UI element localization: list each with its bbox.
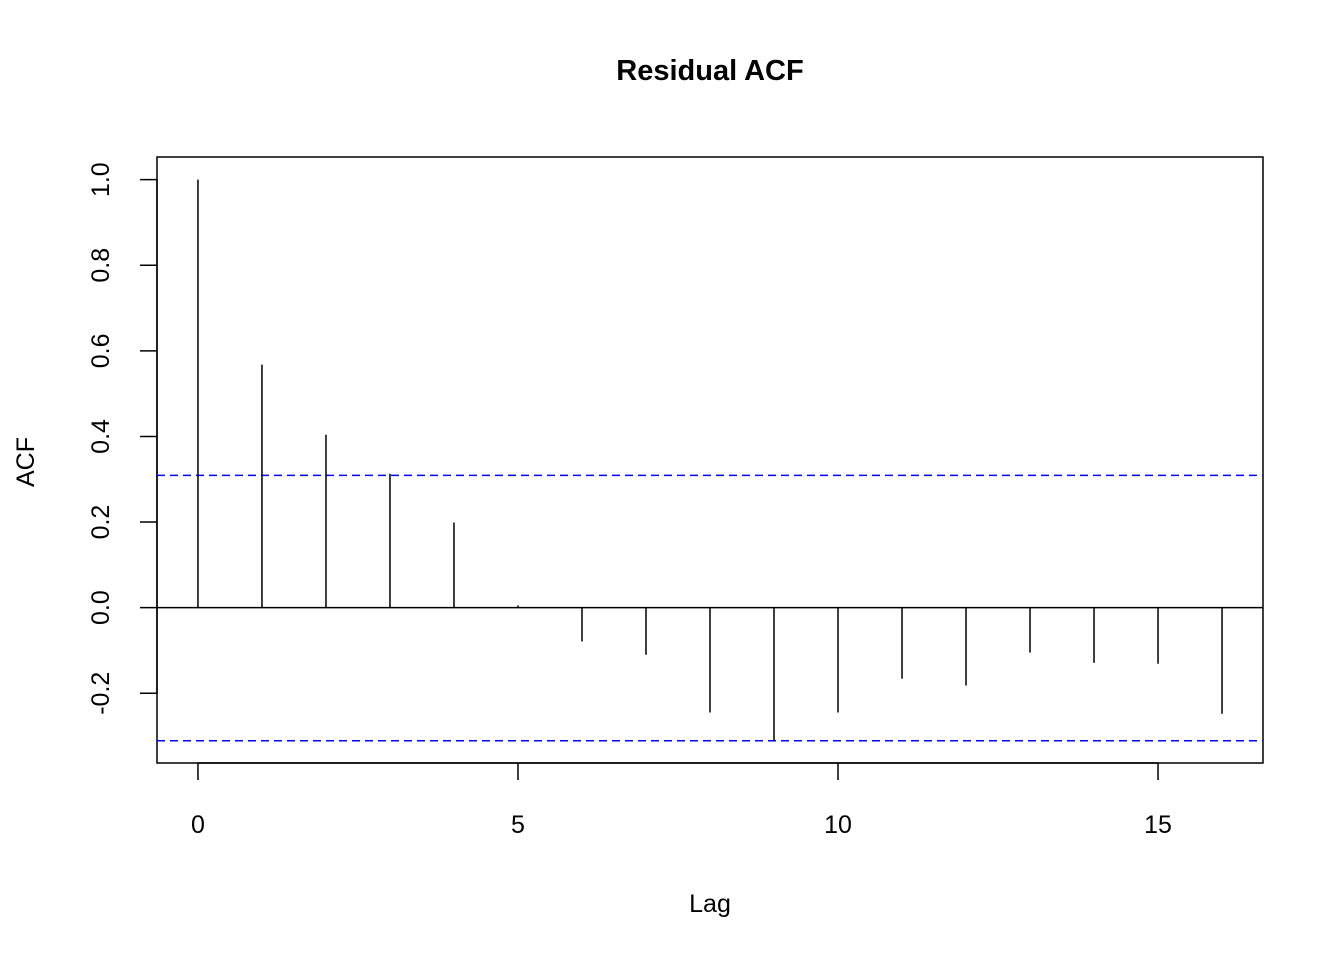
y-tick-label: 0.6: [87, 333, 115, 368]
y-tick-label: -0.2: [87, 672, 115, 715]
x-tick-label: 15: [1144, 811, 1172, 839]
y-tick-label: 1.0: [87, 162, 115, 197]
y-tick-label: 0.0: [87, 590, 115, 625]
y-tick-label: 0.2: [87, 505, 115, 540]
y-axis-title: ACF: [12, 437, 40, 487]
y-tick-label: 0.8: [87, 248, 115, 283]
x-tick-label: 5: [511, 811, 525, 839]
y-tick-label: 0.4: [87, 419, 115, 454]
x-tick-label: 10: [824, 811, 852, 839]
x-tick-label: 0: [191, 811, 205, 839]
x-axis-title: Lag: [689, 890, 731, 918]
chart-title: Residual ACF: [616, 55, 803, 87]
